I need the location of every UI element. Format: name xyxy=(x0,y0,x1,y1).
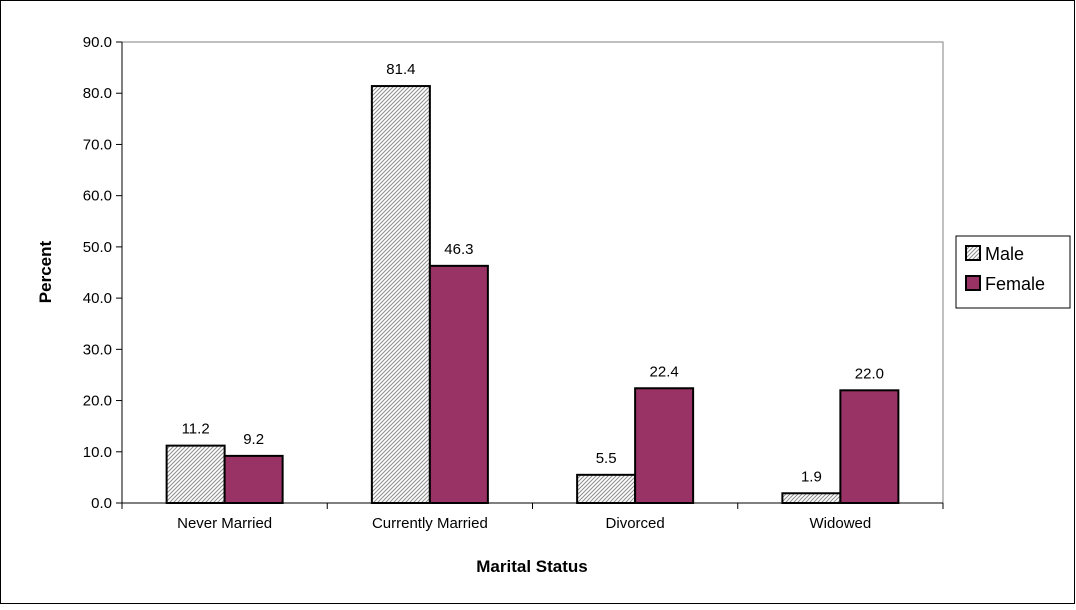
data-label-male: 5.5 xyxy=(596,450,617,467)
data-label-male: 81.4 xyxy=(386,61,415,78)
y-tick-label: 0.0 xyxy=(91,495,112,512)
data-labels: 11.2 9.2 81.4 46.3 5.5 22.4 1.9 22.0 xyxy=(182,61,884,485)
y-tick-label: 40.0 xyxy=(83,290,112,307)
data-label-female: 22.0 xyxy=(855,365,884,382)
y-tick-label: 30.0 xyxy=(83,341,112,358)
data-label-male: 11.2 xyxy=(182,421,210,438)
y-tick-label: 20.0 xyxy=(83,393,112,410)
legend-label-female: Female xyxy=(985,274,1045,294)
bar-male xyxy=(370,85,431,504)
bar-male xyxy=(781,492,842,505)
y-axis-title: Percent xyxy=(36,240,55,303)
bar-male xyxy=(165,444,226,504)
data-label-female: 9.2 xyxy=(243,431,264,448)
bar-female xyxy=(634,387,695,504)
bar-female xyxy=(223,454,284,504)
data-label-female: 46.3 xyxy=(444,241,473,258)
bar-female xyxy=(839,389,900,504)
x-tick-label: Never Married xyxy=(177,515,272,532)
y-tick-label: 10.0 xyxy=(83,444,112,461)
bar-female xyxy=(428,264,489,505)
y-tick-label: 90.0 xyxy=(83,34,112,51)
data-label-male: 1.9 xyxy=(801,468,822,485)
bar-male xyxy=(576,473,637,505)
x-tick-label: Widowed xyxy=(810,515,872,532)
legend-swatch-female xyxy=(965,275,981,291)
y-tick-label: 60.0 xyxy=(83,188,112,205)
legend-swatch-male xyxy=(965,245,981,261)
x-tick-label: Currently Married xyxy=(372,515,488,532)
x-axis-title: Marital Status xyxy=(476,557,587,576)
data-label-female: 22.4 xyxy=(650,363,679,380)
legend: Male Female xyxy=(955,235,1071,309)
y-tick-label: 80.0 xyxy=(83,85,112,102)
x-tick-label: Divorced xyxy=(606,515,665,532)
y-tick-label: 50.0 xyxy=(83,239,112,256)
legend-label-male: Male xyxy=(985,244,1024,264)
y-tick-label: 70.0 xyxy=(83,136,112,153)
plot-area: 0.0 10.0 20.0 30.0 40.0 50.0 60.0 70.0 80.0 90.0 N… xyxy=(83,34,944,532)
